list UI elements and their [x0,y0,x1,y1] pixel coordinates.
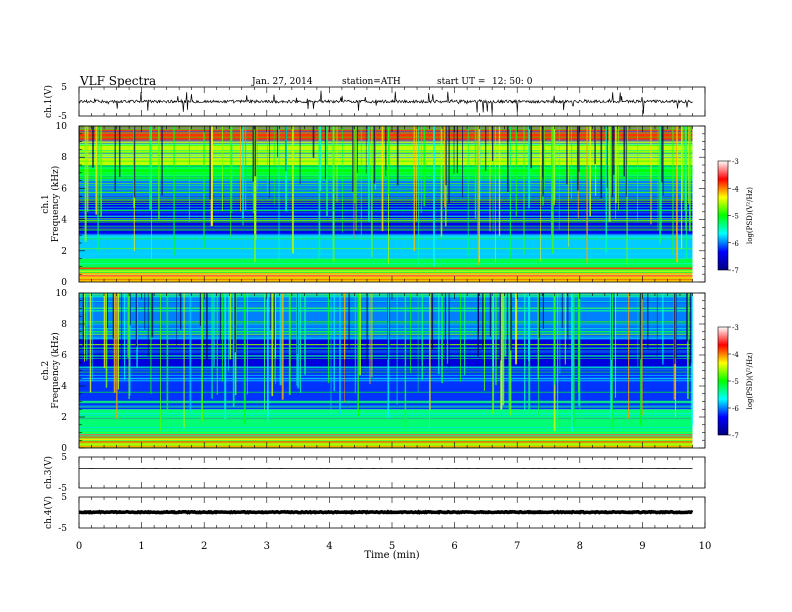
freq-tick-label: 0 [61,444,67,454]
freq-tick-label: 10 [56,122,68,132]
spectrogram-band [79,370,693,410]
wave-tick-label: -5 [58,524,67,534]
colorbar-tick-label: -3 [732,324,739,332]
freq-tick-label: 2 [61,413,67,423]
x-tick-label: 3 [264,541,270,552]
freq-tick-label: 6 [61,351,67,361]
x-tick-label: 1 [138,541,144,552]
spec1-ylabel-frequency: Frequency (kHz) [50,166,61,243]
colorbar-tick-label: -5 [732,378,739,386]
freq-tick-label: 4 [61,382,67,392]
colorbar-tick-label: -3 [732,158,739,166]
wave-tick-label: 5 [61,493,67,503]
spectrogram-band [79,235,693,259]
freq-tick-label: 2 [61,247,67,257]
x-tick-label: 6 [451,541,457,552]
figure-title: VLF Spectra [80,74,157,88]
spec2-ylabel-frequency: Frequency (kHz) [50,332,61,409]
wave-tick-label: 5 [61,453,67,463]
freq-tick-label: 10 [56,289,68,299]
ch1-ylabel: ch.1(V) [43,85,54,118]
freq-tick-label: 8 [61,153,67,163]
wave-tick-label: -5 [58,112,67,122]
spec1-ylabel-channel: ch.1 [41,194,51,213]
spectrogram-band [79,180,693,197]
wave-tick-label: 5 [61,83,67,93]
colorbar-tick-label: -7 [732,267,739,275]
data-layer [78,90,694,515]
frame-layer [78,86,731,529]
freq-tick-label: 6 [61,184,67,194]
start-ut-value: 12: 50: 0 [492,77,533,87]
colorbar-tick-label: -5 [732,213,739,221]
colorbar-tick-label: -4 [732,185,739,193]
spec2-ylabel-channel: ch.2 [41,361,51,380]
x-tick-label: 0 [76,541,82,552]
colorbar [717,326,729,436]
colorbar-tick-label: -7 [732,432,739,440]
ch1-waveform [78,90,693,114]
x-tick-label: 5 [389,541,395,552]
x-tick-label: 7 [514,541,520,552]
x-axis-label: Time (min) [364,550,419,561]
colorbar [717,160,729,271]
freq-tick-label: 4 [61,216,67,226]
x-tick-label: 2 [201,541,207,552]
x-tick-label: 9 [639,541,645,552]
ch3-ylabel: ch.3(V) [43,456,54,489]
colorbar-tick-label: -6 [732,240,739,248]
colorbar-label: log(PSD)(V²/Hz) [746,187,754,244]
date-label: Jan. 27, 2014 [252,77,313,87]
ch4-waveform [79,509,694,515]
colorbar-tick-label: -6 [732,405,739,413]
wave-tick-label: -5 [58,484,67,494]
spectrogram-band [79,258,693,275]
freq-tick-label: 0 [61,278,67,288]
station-label: station=ATH [342,77,401,87]
freq-tick-label: 8 [61,320,67,330]
colorbar-label: log(PSD)(V²/Hz) [746,352,754,409]
colorbar-tick-label: -4 [732,351,739,359]
ch4-ylabel: ch.4(V) [43,496,54,529]
x-tick-label: 10 [699,541,712,552]
start-ut-label: start UT = [437,77,486,87]
x-tick-label: 8 [577,541,583,552]
spectrogram-band [79,293,693,340]
x-tick-label: 4 [326,541,332,552]
